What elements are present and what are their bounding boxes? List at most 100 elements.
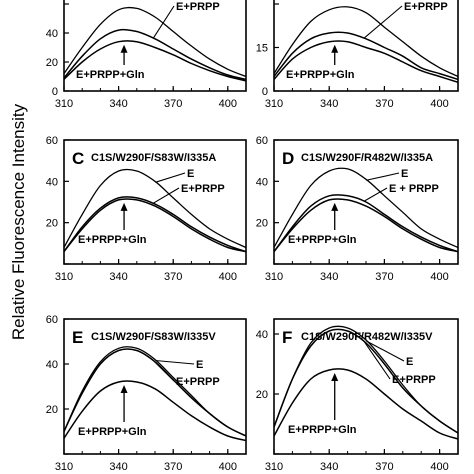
x-tick-label: 310 <box>265 461 283 473</box>
x-tick-label: 400 <box>219 271 237 283</box>
y-tick-label: 40 <box>256 176 268 188</box>
panel-letter: D <box>282 149 294 168</box>
arrow-head <box>120 385 128 393</box>
curve-label-e: E <box>187 168 194 180</box>
x-tick-label: 310 <box>265 271 283 283</box>
arrow-head <box>120 202 128 211</box>
curve-label-e-prpp: E+PRPP <box>176 376 220 388</box>
series-line-e <box>274 6 458 78</box>
curve-label-e-prpp-gln: E+PRPP+Gln <box>288 234 357 246</box>
series-line-e-prpp-gln <box>274 40 458 84</box>
x-tick-label: 370 <box>164 271 182 283</box>
arrow-head <box>331 202 339 211</box>
panel-letter: C <box>72 149 84 168</box>
leader-line <box>364 341 391 380</box>
curve-label-e-prpp: E+PRPP <box>404 1 448 13</box>
series-line-e <box>64 346 246 437</box>
curve-label-e-prpp-gln: E+PRPP+Gln <box>76 69 145 81</box>
series-line-e <box>64 6 246 78</box>
series-line-e-prpp <box>274 328 458 434</box>
x-tick-label: 340 <box>320 461 338 473</box>
y-tick-label: 20 <box>46 57 58 69</box>
y-tick-label: 60 <box>256 135 268 147</box>
series-line-e-prpp-gln <box>64 40 246 82</box>
curve-label-e-prpp-gln: E+PRPP+Gln <box>288 424 357 436</box>
leader-line <box>366 172 400 181</box>
panel-title: C1S/W290F/R482W/I335V <box>301 331 433 343</box>
panel-title: C1S/W290F/S83W/I335V <box>91 331 216 343</box>
leader-line <box>364 5 403 39</box>
x-tick-label: 340 <box>109 271 127 283</box>
y-tick-label: 60 <box>46 135 58 147</box>
x-tick-label: 310 <box>55 461 73 473</box>
y-tick-label: 0 <box>262 86 268 98</box>
panel-c: 310 340 370 400 20 40 60 C C1S/W290F/S83W/I335A E… <box>46 135 247 283</box>
curve-label-e-prpp: E + PRPP <box>389 183 439 195</box>
panel-d: 310 340 370 400 20 40 60 D C1S/W290F/R482W/I335A… <box>256 135 459 283</box>
x-tick-label: 370 <box>375 461 393 473</box>
panel-title: C1S/W290F/R482W/I335A <box>301 152 433 164</box>
leader-line <box>366 340 405 362</box>
series-line-e-prpp <box>274 31 458 81</box>
series-line-e-prpp <box>64 28 246 81</box>
leader-line <box>153 187 180 204</box>
leader-line <box>153 5 175 39</box>
curve-label-e-prpp-gln: E+PRPP+Gln <box>78 234 147 246</box>
y-tick-label: 40 <box>256 329 268 341</box>
panel-letter: F <box>282 328 292 347</box>
series-line-e-prpp-gln <box>64 198 246 253</box>
y-tick-label: 20 <box>256 389 268 401</box>
x-tick-label: 400 <box>219 461 237 473</box>
leader-line <box>364 187 388 202</box>
x-tick-label: 340 <box>320 271 338 283</box>
x-tick-label: 310 <box>55 98 73 110</box>
leader-line <box>155 359 195 365</box>
x-tick-label: 340 <box>109 98 127 110</box>
x-tick-label: 370 <box>164 461 182 473</box>
curve-label-e-prpp-gln: E+PRPP+Gln <box>286 69 355 81</box>
x-tick-label: 340 <box>109 461 127 473</box>
leader-line <box>153 360 175 382</box>
panel-letter: E <box>72 328 83 347</box>
arrow-head <box>331 373 339 381</box>
x-tick-label: 340 <box>320 98 338 110</box>
x-tick-label: 400 <box>430 461 448 473</box>
y-tick-label: 60 <box>46 314 58 326</box>
curve-label-e-prpp: E+PRPP <box>176 1 220 13</box>
x-tick-label: 310 <box>55 271 73 283</box>
y-tick-label: 40 <box>46 28 58 40</box>
x-tick-label: 400 <box>430 271 448 283</box>
series-line-e-prpp-gln <box>274 198 458 253</box>
series-line-e-prpp-gln <box>64 380 246 442</box>
series-line-e <box>64 168 246 249</box>
series-line-e-prpp <box>274 194 458 253</box>
y-tick-label: 40 <box>46 359 58 371</box>
x-tick-label: 400 <box>430 98 448 110</box>
x-tick-label: 370 <box>375 271 393 283</box>
panel-e: 310 340 370 400 20 40 60 E C1S/W290F/S83W/I335V E… <box>46 314 247 473</box>
y-tick-label: 15 <box>256 43 268 55</box>
y-tick-label: 20 <box>46 218 58 230</box>
panel-title: C1S/W290F/S83W/I335A <box>91 152 216 164</box>
curve-label-e-prpp: E+PRPP <box>181 183 225 195</box>
x-tick-label: 370 <box>164 98 182 110</box>
x-tick-label: 400 <box>219 98 237 110</box>
y-axis-label: Relative Fluorescence Intensity <box>9 103 28 340</box>
series-line-e <box>274 167 458 249</box>
x-tick-label: 310 <box>265 98 283 110</box>
curve-label-e-prpp: E+PRPP <box>392 374 436 386</box>
arrow-head <box>120 44 128 53</box>
panel-a: 310 340 370 400 0 20 40 E+PRPP E+PRPP+Gln <box>46 0 247 110</box>
series-line-e-prpp-gln <box>274 368 458 440</box>
arrow-head <box>331 44 339 53</box>
x-tick-label: 370 <box>375 98 393 110</box>
curve-label-e-prpp-gln: E+PRPP+Gln <box>78 426 147 438</box>
y-tick-label: 40 <box>46 176 58 188</box>
curve-label-e: E <box>406 356 413 368</box>
curve-label-e: E <box>401 168 408 180</box>
y-tick-label: 0 <box>52 86 58 98</box>
series-line-e-prpp <box>64 196 246 253</box>
